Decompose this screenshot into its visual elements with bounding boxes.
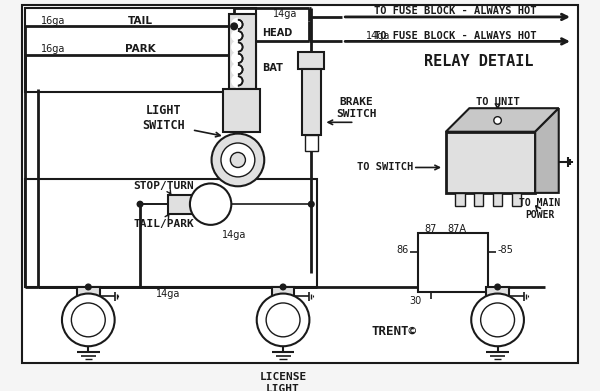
Text: PARK: PARK xyxy=(125,44,155,54)
Bar xyxy=(474,193,484,206)
Circle shape xyxy=(233,76,242,86)
Circle shape xyxy=(233,65,242,74)
Circle shape xyxy=(85,284,91,290)
Bar xyxy=(25,179,317,287)
Circle shape xyxy=(495,284,500,290)
Circle shape xyxy=(481,303,515,337)
Text: TO SWITCH: TO SWITCH xyxy=(356,163,413,172)
Polygon shape xyxy=(446,108,559,132)
Text: BRAKE
SWITCH: BRAKE SWITCH xyxy=(336,97,377,119)
Circle shape xyxy=(233,20,242,29)
Circle shape xyxy=(471,294,524,346)
Bar xyxy=(77,287,100,306)
Text: HEAD: HEAD xyxy=(262,28,293,38)
Circle shape xyxy=(221,143,255,177)
Bar xyxy=(493,193,502,206)
Text: TO FUSE BLOCK - ALWAYS HOT: TO FUSE BLOCK - ALWAYS HOT xyxy=(374,31,536,41)
Text: 30: 30 xyxy=(410,296,422,306)
Circle shape xyxy=(212,134,264,186)
Circle shape xyxy=(190,183,232,225)
Text: 87A: 87A xyxy=(448,224,467,234)
Text: 16ga: 16ga xyxy=(41,44,65,54)
Text: TO UNIT: TO UNIT xyxy=(476,97,520,107)
Text: 14ga: 14ga xyxy=(222,230,247,240)
Text: BAT: BAT xyxy=(262,63,283,73)
Bar xyxy=(418,233,488,292)
Bar xyxy=(223,90,260,132)
Circle shape xyxy=(257,294,310,346)
Text: 16ga: 16ga xyxy=(41,16,65,26)
Circle shape xyxy=(233,31,242,40)
Circle shape xyxy=(233,42,242,52)
Bar xyxy=(168,195,197,213)
Bar xyxy=(305,135,318,151)
Text: TAIL: TAIL xyxy=(128,16,152,26)
Circle shape xyxy=(308,201,314,207)
Bar xyxy=(272,287,295,306)
Text: -85: -85 xyxy=(497,245,514,255)
Circle shape xyxy=(62,294,115,346)
Bar xyxy=(486,287,509,306)
Text: 87: 87 xyxy=(425,224,437,234)
Text: 86: 86 xyxy=(396,245,408,255)
Text: STOP/TURN: STOP/TURN xyxy=(133,181,194,191)
Bar xyxy=(25,7,256,92)
Text: 14ga: 14ga xyxy=(156,289,181,300)
Bar xyxy=(446,132,535,193)
Bar xyxy=(512,193,521,206)
Circle shape xyxy=(233,54,242,63)
Text: TO FUSE BLOCK - ALWAYS HOT: TO FUSE BLOCK - ALWAYS HOT xyxy=(374,6,536,16)
Circle shape xyxy=(231,23,238,30)
Circle shape xyxy=(494,117,502,124)
Text: RELAY DETAIL: RELAY DETAIL xyxy=(424,54,533,69)
Text: 14ga: 14ga xyxy=(273,9,297,19)
Text: LIGHT
SWITCH: LIGHT SWITCH xyxy=(142,104,185,132)
Polygon shape xyxy=(535,108,559,193)
Text: 14ga: 14ga xyxy=(366,31,390,41)
Bar xyxy=(298,52,325,69)
Bar xyxy=(302,69,320,135)
Text: TRENT©: TRENT© xyxy=(371,325,416,338)
Bar xyxy=(455,193,464,206)
Text: LICENSE
LIGHT: LICENSE LIGHT xyxy=(259,372,307,391)
Circle shape xyxy=(71,303,105,337)
Text: TO MAIN
POWER: TO MAIN POWER xyxy=(520,198,560,220)
Circle shape xyxy=(280,284,286,290)
Text: TAIL/PARK: TAIL/PARK xyxy=(133,219,194,229)
Circle shape xyxy=(137,201,143,207)
Circle shape xyxy=(266,303,300,337)
Circle shape xyxy=(230,152,245,167)
Bar xyxy=(229,14,256,90)
